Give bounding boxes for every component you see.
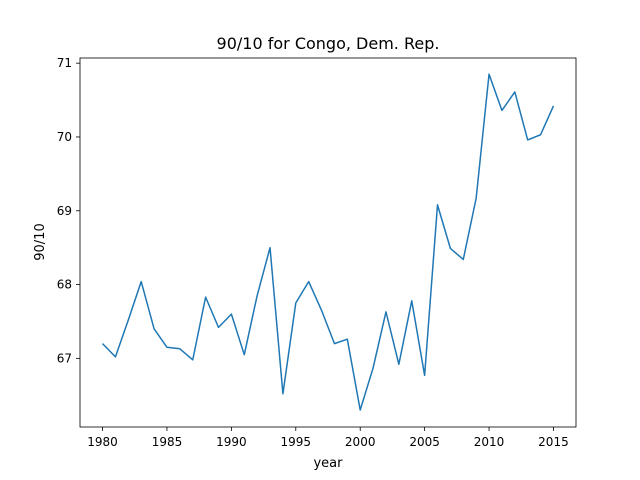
- y-tick-label: 69: [57, 204, 72, 218]
- plot-frame: [79, 57, 577, 428]
- y-axis-label: 90/10: [33, 223, 48, 260]
- chart-title: 90/10 for Congo, Dem. Rep.: [217, 34, 440, 53]
- x-tick-label: 2015: [538, 435, 569, 449]
- x-tick-label: 1980: [87, 435, 118, 449]
- y-axis: 67 68 69 70 71: [57, 56, 80, 365]
- x-tick-label: 1985: [152, 435, 183, 449]
- y-tick-label: 68: [57, 278, 72, 292]
- x-tick-label: 1990: [216, 435, 247, 449]
- plot-area: [79, 57, 577, 428]
- x-tick-label: 2000: [345, 435, 376, 449]
- x-axis-label: year: [313, 456, 343, 471]
- x-tick-label: 1995: [281, 435, 312, 449]
- y-tick-label: 71: [57, 56, 72, 70]
- x-axis: 1980 1985 1990 1995 2000 2005 2010 2015: [87, 427, 569, 449]
- series-line-0: [102, 73, 555, 411]
- x-tick-label: 2005: [409, 435, 440, 449]
- x-tick-label: 2010: [474, 435, 505, 449]
- y-tick-label: 70: [57, 130, 72, 144]
- y-tick-label: 67: [57, 351, 72, 365]
